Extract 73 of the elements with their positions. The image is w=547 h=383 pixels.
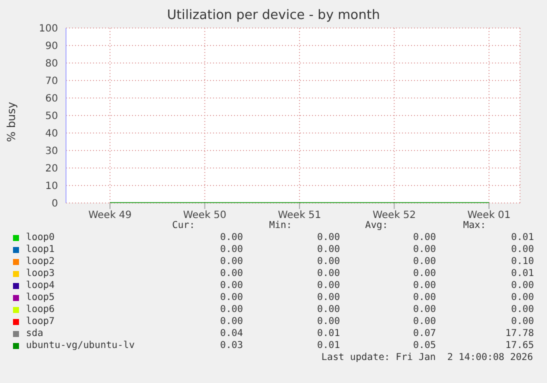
text: 0.01: [316, 328, 340, 339]
text: Last update: Fri Jan 2 14:00:08 2026: [321, 352, 533, 363]
y-tick-label: 90: [45, 41, 58, 52]
legend-label: loop5: [26, 292, 55, 303]
y-tick-label: 0: [52, 198, 58, 210]
legend-label: loop4: [26, 280, 55, 291]
x-tick-label: Week 50: [183, 210, 226, 222]
text: 0.00: [510, 280, 534, 291]
text: 0.00: [412, 268, 436, 279]
text: 0.00: [219, 304, 243, 315]
text: 0.00: [316, 292, 340, 303]
text: 17.78: [504, 328, 534, 339]
text: 0.00: [219, 232, 243, 243]
text: 0.00: [219, 280, 243, 291]
text: 0.01: [510, 232, 534, 243]
legend-label: ubuntu-vg/ubuntu-lv: [26, 340, 135, 351]
text: 0.00: [219, 316, 243, 327]
chart-title: Utilization per device - by month: [166, 8, 381, 23]
text: 0.00: [219, 256, 243, 267]
y-tick-label: 20: [45, 164, 58, 175]
x-tick-label: Week 49: [88, 210, 132, 222]
text: 0.00: [219, 292, 243, 303]
text: 0.00: [219, 244, 243, 255]
text: 17.65: [504, 340, 534, 351]
text: 0.00: [412, 280, 436, 291]
y-tick-label: 40: [45, 128, 58, 140]
y-tick-label: 100: [38, 24, 58, 35]
x-tick-label: Week 01: [467, 210, 511, 222]
text: 0.00: [219, 268, 243, 279]
legend-label: loop0: [26, 232, 55, 243]
text: 0.05: [412, 340, 436, 351]
legend-label: loop3: [26, 268, 55, 279]
y-axis-title: % busy: [5, 102, 18, 142]
legend-label: loop6: [26, 304, 55, 315]
y-tick-label: 30: [45, 146, 58, 158]
text: 0.00: [510, 316, 534, 327]
y-tick-label: 70: [45, 76, 58, 88]
text: 0.00: [510, 244, 534, 255]
text: 0.00: [316, 244, 340, 255]
text: 0.00: [316, 304, 340, 315]
legend-label: sda: [26, 328, 44, 339]
text: 0.00: [316, 256, 340, 267]
text: 0.03: [219, 340, 243, 351]
text: Min:: [268, 220, 292, 231]
y-tick-label: 80: [45, 58, 58, 70]
text: 0.00: [316, 280, 340, 291]
text: Max:: [462, 220, 486, 231]
text: 0.00: [412, 256, 436, 267]
text: 0.01: [510, 268, 534, 279]
y-tick-label: 60: [45, 94, 58, 105]
text: 0.00: [510, 304, 534, 315]
text: 0.00: [412, 232, 436, 243]
text: 0.00: [412, 304, 436, 315]
y-tick-label: 10: [45, 181, 58, 192]
text: 0.07: [412, 328, 436, 339]
text: 0.00: [316, 268, 340, 279]
legend-label: loop1: [26, 244, 55, 255]
x-tick-label: Week 51: [278, 210, 322, 222]
text: Cur:: [171, 220, 195, 231]
text: 0.10: [510, 256, 534, 267]
text: 0.00: [412, 244, 436, 255]
legend-label: loop2: [26, 256, 55, 267]
text: 0.00: [510, 292, 534, 303]
x-tick-label: Week 52: [372, 210, 416, 222]
text: 0.01: [316, 340, 340, 351]
text: 0.00: [412, 292, 436, 303]
text: 0.00: [316, 316, 340, 327]
text: 0.00: [412, 316, 436, 327]
y-tick-label: 50: [45, 111, 58, 122]
text: 0.00: [316, 232, 340, 243]
text: 0.04: [219, 328, 243, 339]
text: Avg:: [364, 220, 388, 231]
legend-label: loop7: [26, 316, 55, 327]
